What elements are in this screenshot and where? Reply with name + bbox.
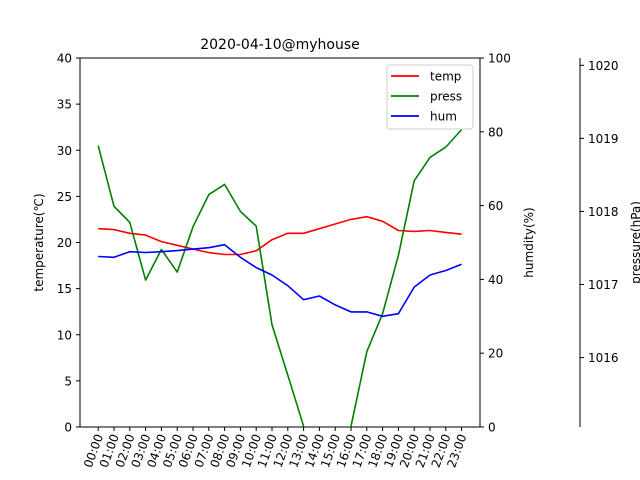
y-tick-label: 20	[57, 236, 72, 250]
y-tick-label: 25	[57, 190, 72, 204]
humidity-tick-label: 0	[488, 421, 496, 435]
pressure-tick-label: 1019	[588, 132, 619, 146]
humidity-tick-label: 40	[488, 273, 503, 287]
pressure-axis: 1016 1017 1018 1019 1020	[580, 59, 619, 365]
temperature-axis: 0 5 10 15 20 25 30 35 40	[57, 52, 80, 435]
y-tick-label: 10	[57, 328, 72, 342]
chart-title: 2020-04-10@myhouse	[200, 37, 360, 53]
legend: temp press hum	[386, 64, 474, 130]
legend-label-press: press	[430, 90, 462, 104]
y-tick-label: 35	[57, 98, 72, 112]
series-line-press	[97, 129, 463, 427]
series-line-hum	[98, 243, 462, 318]
humidity-tick-label: 60	[488, 199, 503, 213]
pressure-tick-label: 1017	[588, 278, 619, 292]
humidity-axis: 0 20 40 60 80 100	[480, 52, 511, 435]
temperature-axis-label: temperature(℃)	[32, 193, 46, 291]
y-tick-label: 5	[64, 374, 72, 388]
y-tick-label: 15	[57, 282, 72, 296]
pressure-tick-label: 1018	[588, 205, 619, 219]
legend-label-temp: temp	[430, 70, 461, 84]
series-line-temp	[98, 215, 462, 256]
humidity-tick-label: 80	[488, 125, 503, 139]
humidity-axis-label: humdity(%)	[522, 207, 536, 277]
pressure-tick-label: 1016	[588, 351, 619, 365]
y-tick-label: 0	[64, 421, 72, 435]
humidity-tick-label: 100	[488, 52, 511, 66]
humidity-tick-label: 20	[488, 347, 503, 361]
series-layer	[97, 129, 463, 427]
y-tick-label: 40	[57, 52, 72, 66]
pressure-tick-label: 1020	[588, 59, 619, 73]
pressure-axis-label: pressure(hPa)	[629, 201, 640, 284]
y-tick-label: 30	[57, 144, 72, 158]
time-axis: 00:0001:0002:0003:0004:0005:0006:0007:00…	[81, 427, 469, 470]
legend-label-hum: hum	[430, 110, 457, 124]
